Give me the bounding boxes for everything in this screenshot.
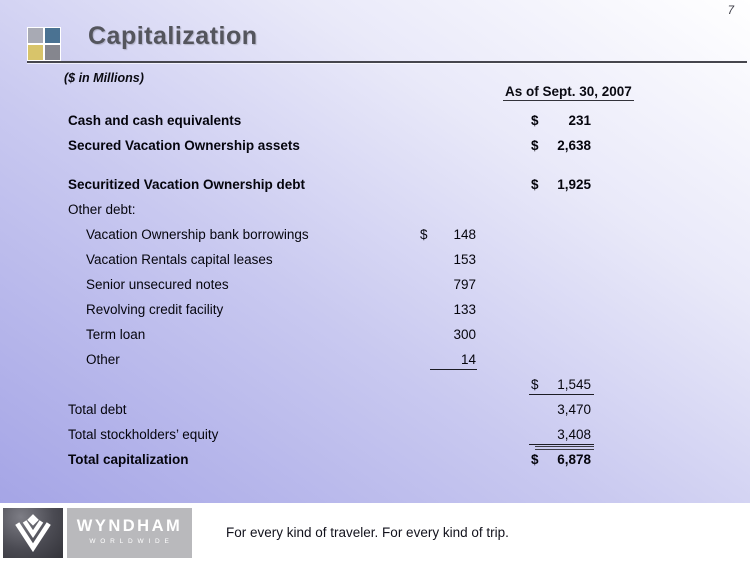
row-right-value: $2,638: [531, 138, 591, 153]
table-row: Vacation Rentals capital leases 153: [0, 247, 750, 272]
wyndham-logo-icon: [3, 508, 63, 558]
row-right-value: $1,925: [531, 177, 591, 192]
row-right-value: [531, 247, 591, 272]
table-row: Term loan 300: [0, 322, 750, 347]
row-label: Securitized Vacation Ownership debt: [68, 177, 306, 192]
row-right-value: [531, 272, 591, 297]
row-right-value: [531, 222, 591, 247]
row-right-value: [531, 322, 591, 347]
wyndham-logo-textbox: WYNDHAM WORLDWIDE: [67, 508, 192, 558]
row-mid-value: [420, 372, 476, 397]
table-row: Secured Vacation Ownership assets $2,638: [0, 133, 750, 158]
row-mid-value: 797: [453, 277, 476, 292]
table-row: Vacation Ownership bank borrowings $148: [0, 222, 750, 247]
square-top-right: [45, 28, 60, 43]
row-right-value: $1,545: [529, 372, 594, 397]
row-right-value: 3,470: [557, 402, 591, 417]
page-number: 7: [727, 5, 734, 17]
row-label: Vacation Rentals capital leases: [86, 252, 273, 267]
square-bottom-left: [28, 45, 43, 60]
row-mid-value: [420, 422, 476, 447]
row-right-value: $6,878: [531, 452, 591, 467]
table-row: Total stockholders’ equity 3,408: [0, 422, 750, 450]
brand-subtitle: WORLDWIDE: [89, 538, 174, 545]
column-header-date: As of Sept. 30, 2007: [503, 84, 634, 101]
units-note: ($ in Millions): [64, 71, 144, 85]
row-mid-value: [420, 197, 476, 222]
footer-tagline: For every kind of traveler. For every ki…: [226, 525, 509, 540]
slide-footer: WYNDHAM WORLDWIDE For every kind of trav…: [0, 503, 750, 562]
row-label: Other: [86, 352, 120, 367]
row-label: Vacation Ownership bank borrowings: [86, 227, 309, 242]
row-label: Cash and cash equivalents: [68, 113, 242, 128]
brand-name: WYNDHAM: [76, 517, 183, 535]
slide-background: [0, 0, 750, 503]
wyndham-w-mark-icon: [15, 514, 51, 553]
row-mid-value: [420, 172, 476, 197]
row-label: Total capitalization: [68, 452, 189, 467]
slide-logo-squares-icon: [27, 27, 61, 61]
page-title: Capitalization: [88, 22, 258, 50]
row-mid-value: 133: [453, 302, 476, 317]
table-row: Total debt 3,470: [0, 397, 750, 422]
row-right-value: [531, 347, 591, 372]
table-row: Other 14: [0, 347, 750, 372]
table-row: Securitized Vacation Ownership debt $1,9…: [0, 172, 750, 197]
table-row: Revolving credit facility 133: [0, 297, 750, 322]
row-mid-value: $148: [420, 227, 476, 242]
table-row: $1,545: [0, 372, 750, 397]
row-mid-value: [420, 447, 476, 472]
row-label: Total debt: [68, 402, 127, 417]
capitalization-table: Cash and cash equivalents $231 Secured V…: [0, 108, 750, 472]
table-row: Cash and cash equivalents $231: [0, 108, 750, 133]
row-mid-value: [420, 397, 476, 422]
row-label: Term loan: [86, 327, 146, 342]
table-row: Total capitalization $6,878: [0, 447, 750, 472]
row-mid-value: [420, 133, 476, 158]
row-mid-value: 300: [453, 327, 476, 342]
square-bottom-right: [45, 45, 60, 60]
row-mid-value: 153: [453, 252, 476, 267]
row-label: Secured Vacation Ownership assets: [68, 138, 300, 153]
row-label: Revolving credit facility: [86, 302, 224, 317]
row-right-value: [531, 297, 591, 322]
row-label: Total stockholders’ equity: [68, 427, 219, 442]
row-mid-value: 14: [420, 347, 477, 372]
row-label: Senior unsecured notes: [86, 277, 229, 292]
table-row: Senior unsecured notes 797: [0, 272, 750, 297]
table-row: Other debt:: [0, 197, 750, 222]
row-label: Other debt:: [68, 202, 136, 217]
square-top-left: [28, 28, 43, 43]
row-mid-value: [420, 108, 476, 133]
title-divider: [27, 61, 747, 63]
row-right-value: [531, 197, 591, 222]
row-right-value: 3,408: [529, 422, 594, 450]
row-right-value: $231: [531, 113, 591, 128]
